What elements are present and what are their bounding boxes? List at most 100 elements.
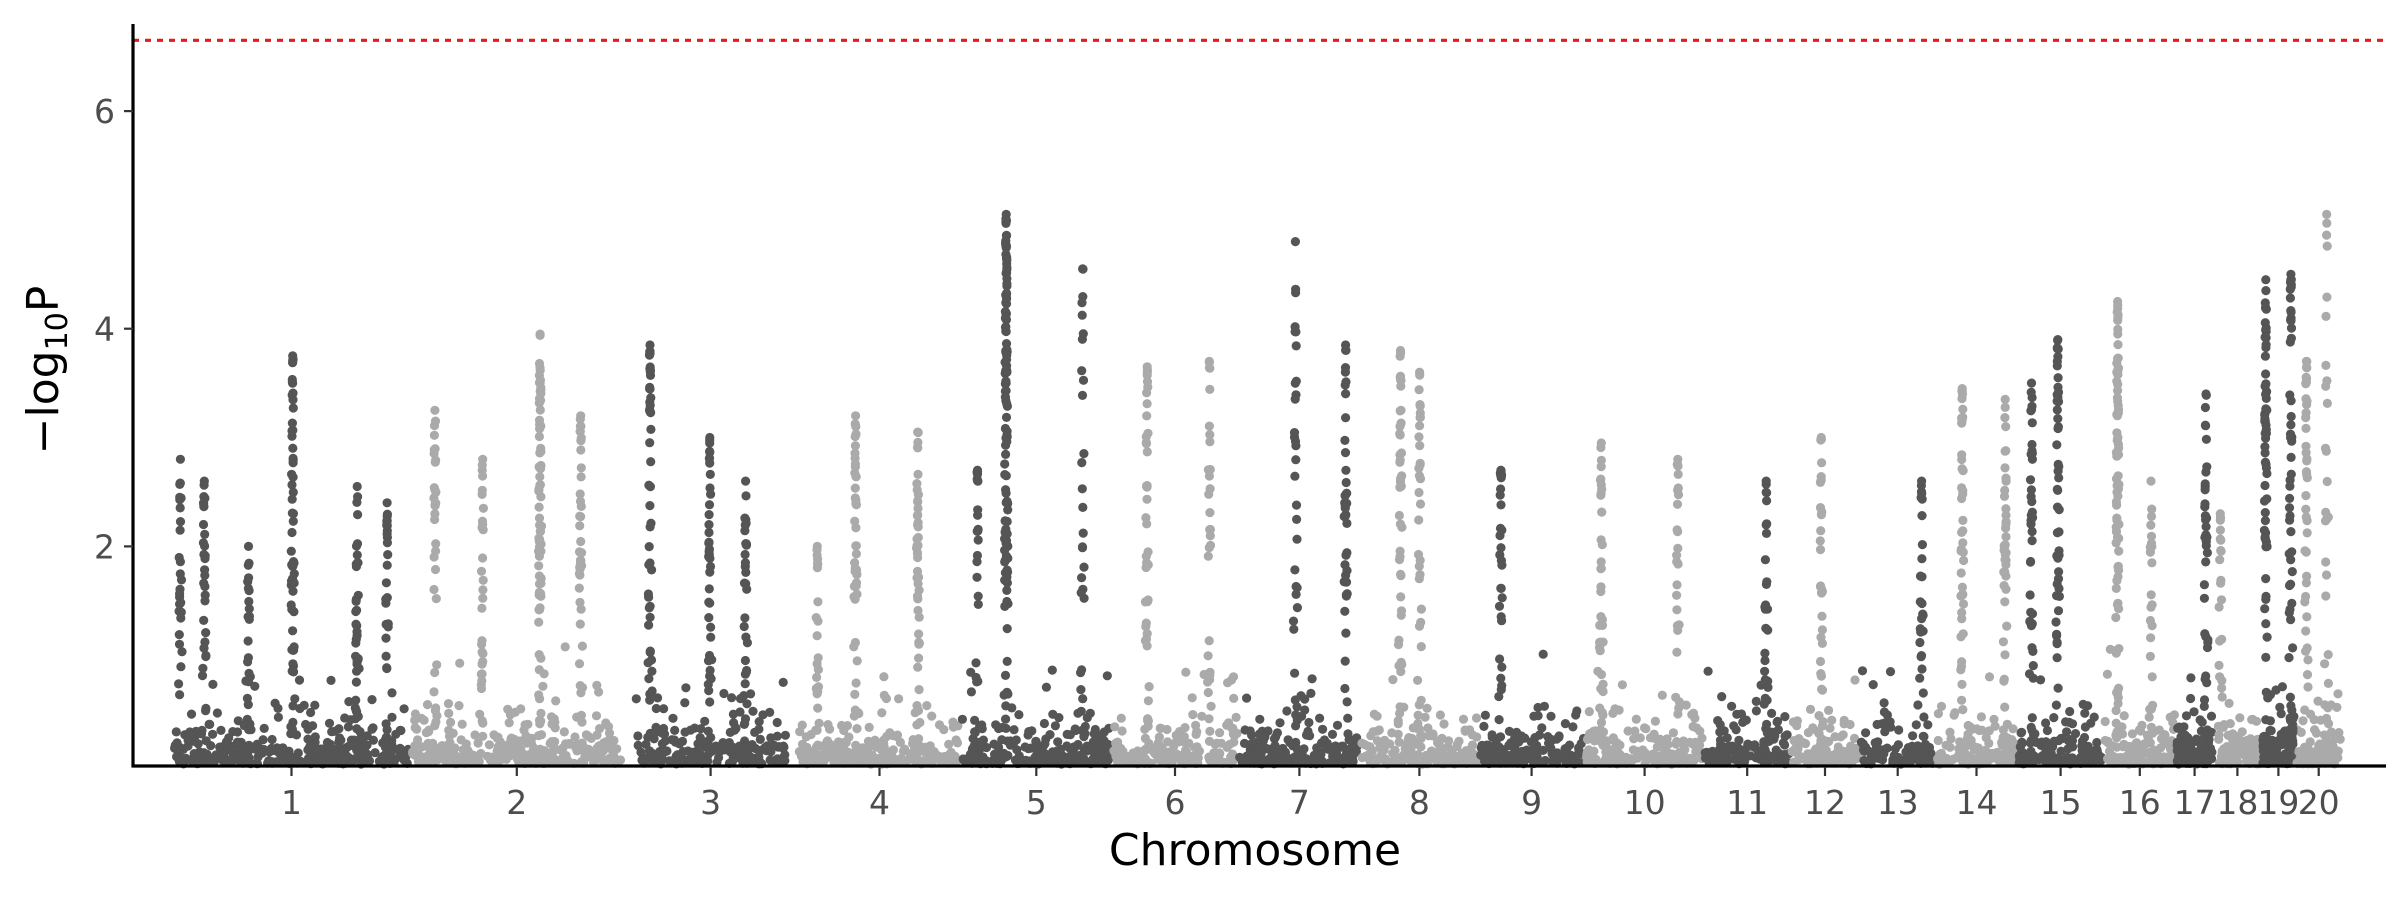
snp-point	[1703, 666, 1713, 676]
snp-point	[1040, 739, 1050, 749]
snp-point	[183, 735, 193, 745]
snp-point	[1002, 656, 1012, 667]
snp-point	[973, 599, 983, 610]
snp-point	[363, 750, 373, 760]
snp-point	[2199, 744, 2209, 754]
snp-point	[326, 675, 336, 686]
snp-point	[1301, 730, 1312, 740]
snp-point	[2286, 316, 2296, 326]
snp-point	[352, 666, 362, 676]
snp-point	[175, 589, 185, 599]
snp-point	[1254, 744, 1264, 754]
snp-point	[429, 430, 439, 440]
snp-point	[1290, 565, 1300, 575]
snp-point	[1495, 654, 1505, 664]
snp-point	[1171, 749, 1181, 759]
snp-point	[2029, 751, 2039, 761]
snp-point	[1582, 734, 1593, 745]
snp-point	[1827, 715, 1837, 725]
snp-point	[2285, 390, 2295, 400]
snp-point	[2217, 634, 2227, 644]
x-tick-label: 20	[2298, 783, 2340, 822]
snp-point	[1816, 526, 1826, 536]
snp-point	[550, 723, 560, 733]
snp-point	[476, 669, 486, 679]
x-tick-label: 7	[1289, 783, 1310, 822]
snp-point	[287, 480, 297, 490]
snp-point	[2092, 737, 2102, 748]
snp-point	[2285, 493, 2295, 503]
snp-point	[2089, 712, 2099, 722]
snp-point	[1045, 730, 1055, 740]
snp-point	[537, 754, 548, 765]
snp-point	[1291, 376, 1301, 386]
snp-point	[1422, 703, 1432, 713]
snp-point	[471, 755, 481, 765]
snp-point	[1223, 678, 1233, 688]
snp-point	[1458, 714, 1469, 724]
snp-point	[2146, 590, 2156, 600]
snp-point	[2301, 743, 2311, 754]
snp-point	[332, 756, 342, 767]
snp-point	[2321, 311, 2331, 321]
snp-point	[1341, 628, 1351, 638]
snp-point	[850, 483, 860, 493]
snp-point	[2113, 450, 2124, 460]
snp-point	[2111, 705, 2121, 716]
snp-point	[243, 612, 253, 622]
snp-point	[456, 735, 466, 745]
snp-point	[2027, 713, 2037, 723]
snp-point	[1000, 470, 1010, 480]
snp-point	[176, 493, 186, 503]
snp-point	[2000, 650, 2010, 660]
snp-point	[430, 416, 441, 426]
snp-point	[2113, 471, 2123, 481]
snp-point	[212, 708, 222, 718]
snp-point	[1792, 716, 1802, 726]
snp-point	[2147, 751, 2157, 761]
snp-point	[581, 730, 592, 740]
snp-point	[287, 469, 297, 479]
snp-point	[1574, 743, 1584, 753]
snp-point	[1732, 709, 1742, 719]
snp-point	[2321, 557, 2331, 567]
snp-point	[1002, 279, 1012, 289]
snp-point	[922, 701, 932, 711]
snp-point	[1394, 635, 1404, 645]
snp-point	[390, 755, 400, 765]
snp-point	[352, 724, 362, 734]
snp-point	[174, 679, 184, 689]
snp-point	[1467, 740, 1478, 750]
snp-point	[972, 557, 982, 567]
snp-point	[244, 677, 254, 687]
snp-point	[1685, 737, 1695, 748]
snp-point	[644, 542, 654, 552]
snp-point	[2145, 651, 2155, 662]
snp-point	[1077, 298, 1087, 308]
snp-point	[932, 750, 942, 761]
snp-point	[2000, 394, 2010, 404]
snp-point	[288, 443, 298, 453]
snp-point	[2202, 462, 2212, 472]
snp-point	[443, 699, 454, 709]
snp-point	[1001, 326, 1011, 336]
snp-point	[680, 698, 690, 708]
snp-point	[1307, 674, 1317, 684]
snp-point	[2323, 719, 2334, 729]
snp-point	[1076, 685, 1086, 695]
snp-point	[887, 751, 897, 761]
snp-point	[1568, 722, 1578, 732]
snp-point	[216, 742, 227, 752]
snp-point	[352, 481, 362, 492]
snp-point	[742, 665, 752, 676]
snp-point	[846, 753, 856, 763]
snp-point	[1816, 432, 1826, 443]
snp-point	[440, 749, 450, 759]
snp-point	[1959, 555, 1969, 566]
snp-point	[1001, 249, 1011, 259]
snp-point	[1933, 709, 1943, 719]
snp-point	[1596, 582, 1606, 592]
snp-point	[1229, 693, 1239, 704]
snp-point	[801, 732, 811, 742]
snp-point	[209, 752, 219, 763]
